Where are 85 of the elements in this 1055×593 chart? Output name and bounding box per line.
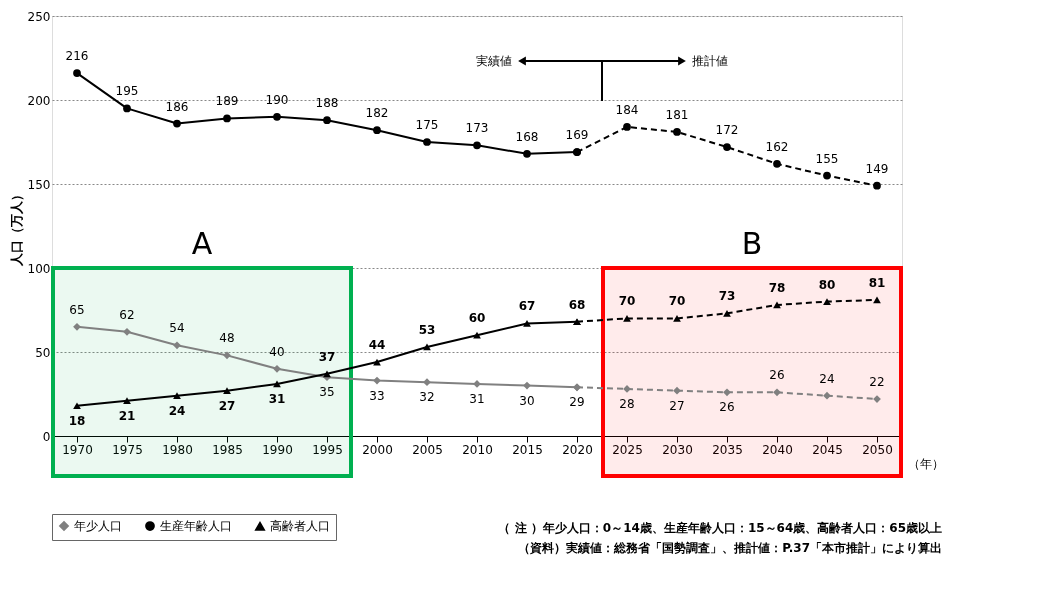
x-tick-label: 1985 [212, 442, 243, 457]
x-tick-label: 1970 [62, 442, 93, 457]
data-label: 35 [319, 385, 335, 400]
y-tick-label: 0 [42, 429, 51, 444]
x-tick-label: 1975 [112, 442, 143, 457]
data-label: 81 [868, 275, 886, 290]
text: （資料）実績値：総務省「国勢調査」、推計値：P.37「本市推計」により算出 [518, 541, 942, 555]
x-tick-label: 2025 [612, 442, 643, 457]
data-label: 40 [269, 344, 285, 359]
data-label: 62 [119, 307, 135, 322]
data-label: 48 [219, 331, 235, 346]
x-axis-title: （年） [907, 456, 944, 471]
data-label: 189 [215, 94, 239, 109]
data-label: 155 [815, 151, 839, 166]
data-label: 195 [115, 84, 139, 99]
data-label: 31 [268, 391, 286, 406]
data-label: 70 [668, 294, 686, 309]
x-tick-label: 1980 [162, 442, 193, 457]
data-label: 54 [169, 321, 185, 336]
band-label: A [191, 226, 213, 261]
x-tick-label: 2005 [412, 442, 443, 457]
data-label: 70 [618, 294, 636, 309]
data-label: 182 [365, 106, 389, 121]
annotation: 推計値 [692, 54, 728, 68]
data-label: 24 [819, 371, 835, 386]
data-label: 184 [615, 102, 639, 117]
y-tick-label: 100 [27, 261, 51, 276]
data-label: 173 [465, 121, 489, 136]
x-tick-label: 2045 [812, 442, 843, 457]
data-label: 68 [568, 297, 586, 312]
x-tick-label: 2035 [712, 442, 743, 457]
legend-label: 高齢者人口 [270, 519, 330, 534]
x-tick-label: 2050 [862, 442, 893, 457]
x-tick-label: 2000 [362, 442, 393, 457]
data-label: 60 [468, 311, 486, 326]
data-label: 26 [769, 368, 785, 383]
x-tick-label: 2020 [562, 442, 593, 457]
data-label: 27 [669, 398, 685, 413]
y-axis-title: 人口（万人） [8, 187, 24, 267]
band-label: B [741, 226, 763, 261]
y-tick-label: 250 [27, 9, 51, 24]
data-label: 67 [518, 299, 536, 314]
data-label: 65 [69, 302, 85, 317]
y-tick-label: 50 [35, 345, 51, 360]
data-label: 53 [418, 322, 436, 337]
data-label: 31 [469, 391, 485, 406]
data-label: 73 [718, 289, 736, 304]
data-label: 28 [619, 396, 635, 411]
data-label: 21 [118, 408, 136, 423]
data-label: 37 [318, 349, 336, 364]
data-label: 26 [719, 400, 735, 415]
data-label: 190 [265, 92, 289, 107]
x-tick-label: 2040 [762, 442, 793, 457]
legend-label: 生産年齢人口 [160, 519, 232, 534]
data-label: 44 [368, 338, 386, 353]
data-label: 24 [168, 403, 186, 418]
data-label: 162 [765, 139, 789, 154]
data-label: 30 [519, 393, 535, 408]
y-tick-label: 150 [27, 177, 51, 192]
x-tick-label: 2010 [462, 442, 493, 457]
data-label: 29 [569, 395, 585, 410]
x-tick-label: 1990 [262, 442, 293, 457]
x-tick-label: 2030 [662, 442, 693, 457]
legend-label: 年少人口 [74, 519, 122, 534]
data-label: 27 [218, 398, 236, 413]
data-label: 216 [65, 49, 89, 64]
data-label: 80 [818, 277, 836, 292]
data-label: 186 [165, 99, 189, 114]
data-label: 175 [415, 118, 439, 132]
y-tick-label: 200 [27, 93, 51, 108]
data-label: 168 [515, 129, 539, 144]
data-label: 172 [715, 123, 739, 138]
data-label: 149 [865, 161, 889, 176]
data-label: 18 [68, 413, 86, 428]
annotation: 実績値 [476, 54, 512, 68]
data-label: 33 [369, 388, 385, 403]
data-label: 169 [565, 128, 589, 143]
data-label: 78 [768, 280, 786, 295]
data-label: 181 [665, 107, 689, 122]
x-tick-label: 1995 [312, 442, 343, 457]
data-label: 188 [315, 96, 339, 111]
data-label: 22 [869, 375, 885, 390]
text: （ 注 ）年少人口：0～14歳、生産年齢人口：15～64歳、高齢者人口：65歳以上 [498, 521, 942, 535]
data-label: 32 [419, 390, 435, 405]
x-tick-label: 2015 [512, 442, 543, 457]
